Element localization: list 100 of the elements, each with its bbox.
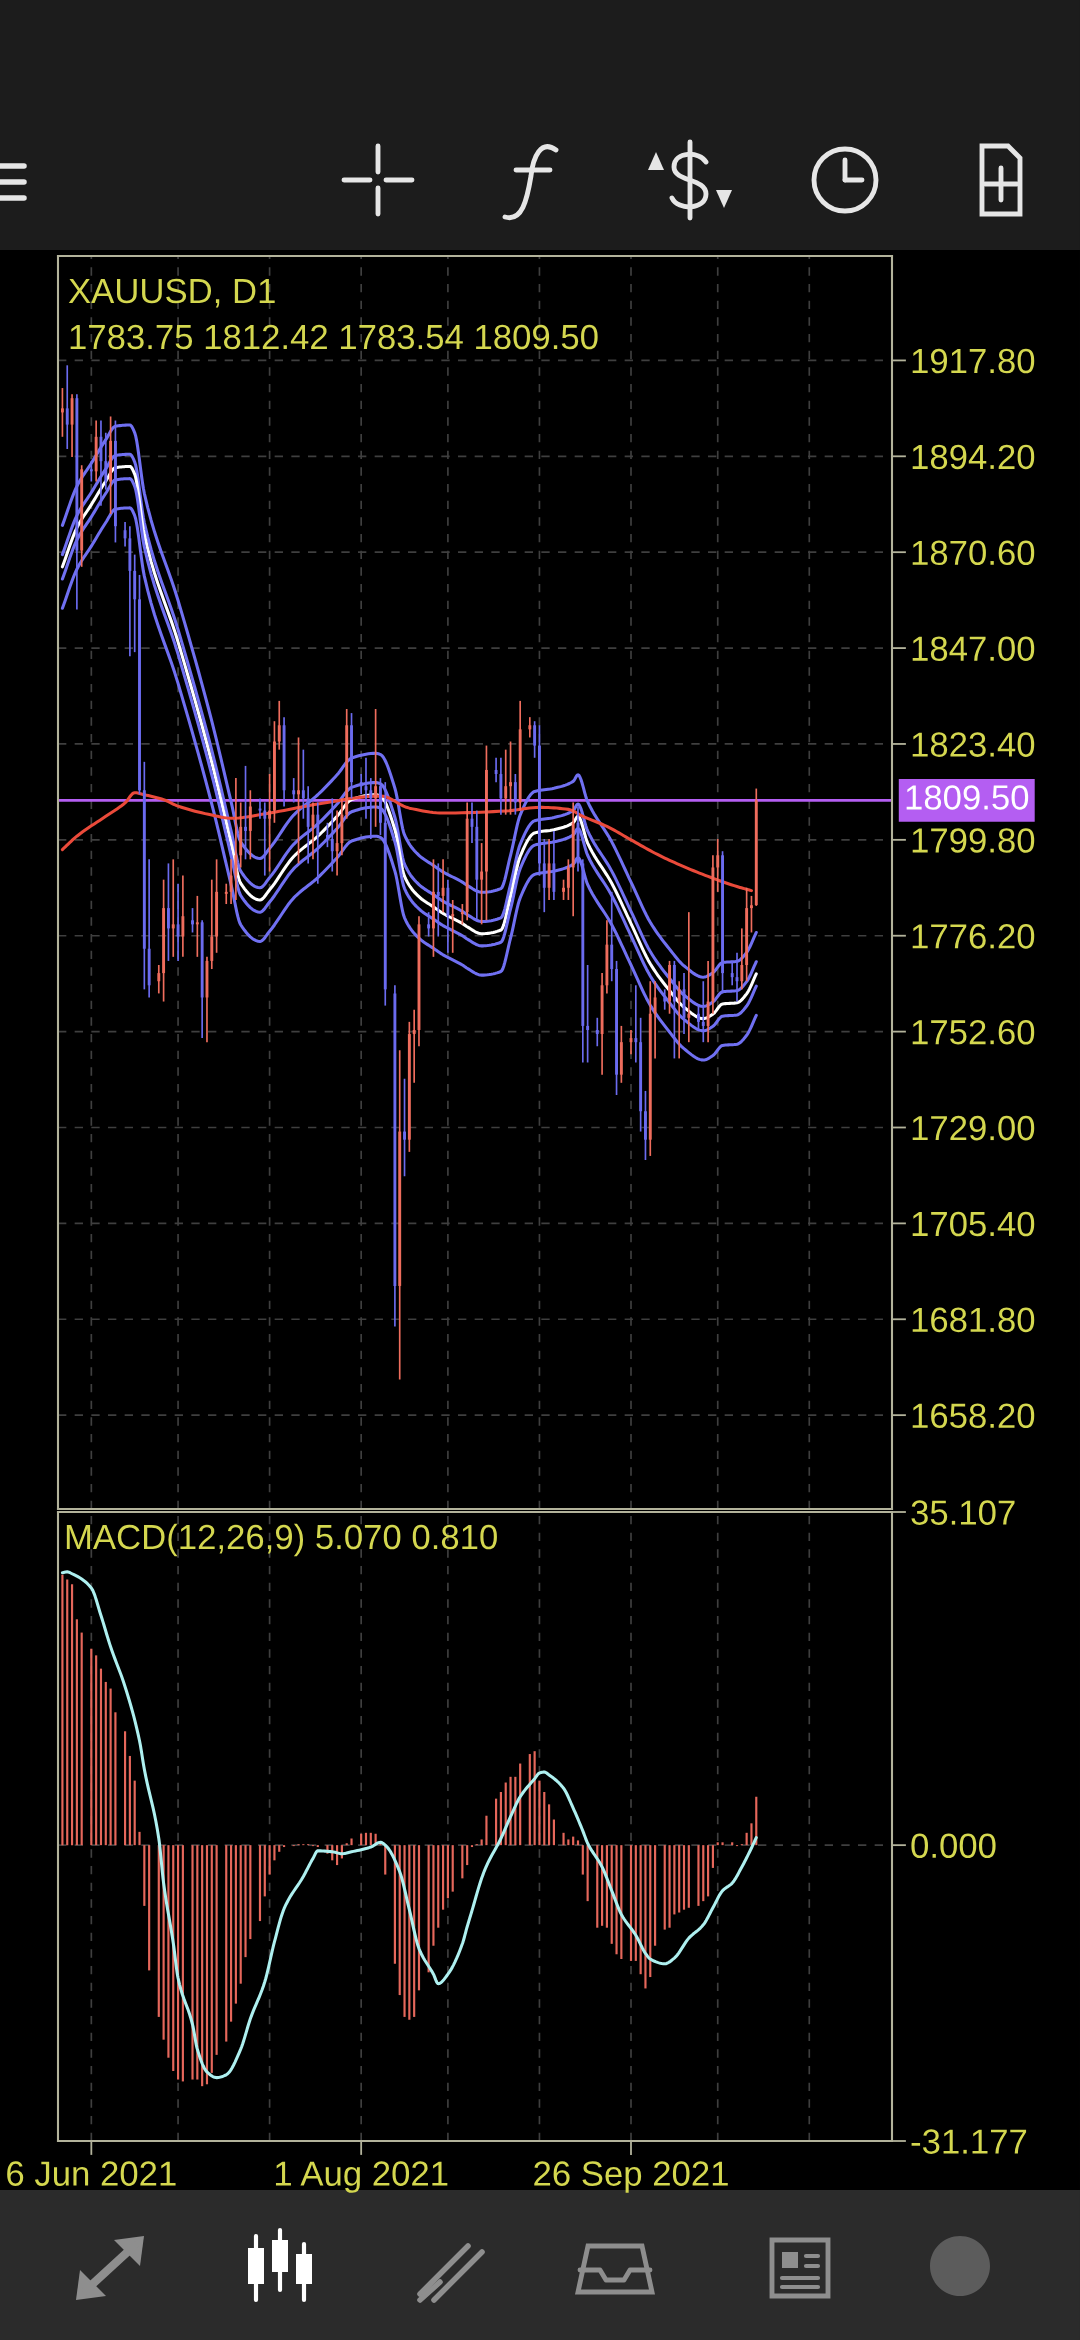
bar: [95, 1655, 98, 1846]
bar: [543, 1792, 546, 1846]
bar: [90, 1648, 93, 1846]
candlestick: [191, 907, 194, 934]
bar: [210, 1845, 213, 2073]
candlestick: [263, 801, 267, 877]
candlestick: [60, 387, 64, 438]
candlestick: [277, 700, 281, 751]
candlestick: [504, 748, 508, 816]
candlestick: [244, 765, 247, 861]
bar: [437, 1845, 440, 1928]
y-tick-label: -31.177: [911, 2129, 1027, 2154]
bar: [707, 1845, 710, 1897]
candlestick: [89, 460, 93, 483]
bar: [403, 1845, 406, 2017]
bar: [441, 1845, 445, 1910]
candlestick: [138, 574, 141, 796]
candlestick: [292, 777, 296, 804]
bar: [133, 1780, 136, 1846]
candlestick: [374, 708, 378, 828]
candlestick: [538, 724, 541, 877]
y-tick-label: 35.107: [911, 1500, 1015, 1525]
bar: [731, 1842, 734, 1846]
bar: [687, 1845, 690, 1908]
bar: [451, 1845, 454, 1892]
bar: [567, 1839, 570, 1846]
bar: [268, 1845, 271, 1875]
bar: [191, 1845, 194, 2080]
bar: [215, 1845, 218, 2055]
candlestick: [615, 960, 618, 1096]
bar: [244, 1845, 247, 1958]
bar: [109, 1688, 112, 1846]
candlestick: [436, 862, 440, 938]
bar: [99, 1668, 103, 1846]
candlestick: [195, 895, 199, 958]
bar: [678, 1845, 681, 1913]
y-tick-label: 1681.80: [912, 1307, 1035, 1333]
bar: [225, 1845, 228, 2042]
candlestick: [350, 712, 353, 800]
bar: [702, 1845, 705, 1902]
candlestick: [586, 964, 590, 1064]
bar: [461, 1845, 464, 1879]
bar: [263, 1845, 266, 1897]
candlestick: [740, 927, 744, 991]
bar: [485, 1815, 488, 1846]
candlestick: [369, 777, 373, 840]
candlestick: [460, 903, 464, 926]
candlestick: [677, 980, 681, 1060]
bar: [615, 1845, 618, 1955]
bar: [649, 1845, 652, 1978]
bar: [548, 1804, 551, 1846]
bar: [143, 1845, 146, 1906]
candlestick: [528, 716, 532, 739]
y-tick-label: 1847.00: [912, 636, 1035, 661]
bar: [138, 1831, 141, 1846]
bar: [234, 1845, 237, 2004]
bar: [104, 1681, 107, 1846]
candlestick: [403, 1077, 406, 1178]
candlestick: [533, 720, 537, 759]
bar: [581, 1845, 584, 1875]
candlestick: [224, 882, 228, 905]
bar: [644, 1845, 647, 1989]
y-tick-label: 1917.80: [912, 348, 1035, 374]
bar: [350, 1838, 353, 1846]
candlestick: [176, 882, 180, 962]
candlestick: [513, 773, 517, 816]
candlestick: [441, 858, 445, 913]
x-tick-label: 6 Jun 2021: [7, 2161, 176, 2186]
candlestick: [123, 521, 127, 548]
bar: [229, 1845, 233, 2022]
bar: [668, 1845, 671, 1928]
candlestick: [229, 858, 233, 905]
candlestick: [181, 874, 185, 958]
candlestick: [234, 777, 238, 901]
bar: [75, 1619, 78, 1846]
text: 1783.75 1812.42 1783.54 1809.50: [70, 324, 598, 350]
candlestick: [171, 858, 175, 958]
bar: [495, 1798, 498, 1846]
candlestick: [595, 1016, 599, 1048]
y-tick-label: 1729.00: [912, 1115, 1035, 1141]
candlestick: [432, 858, 435, 958]
y-tick-label: 0.000: [911, 1833, 996, 1859]
candlestick: [716, 838, 720, 893]
y-tick-label: 1705.40: [912, 1211, 1035, 1237]
candlestick: [427, 911, 431, 938]
candlestick: [412, 1008, 416, 1084]
bar: [654, 1845, 657, 1946]
y-tick-label: 1823.40: [912, 732, 1035, 757]
candlestick: [480, 842, 484, 926]
bar: [466, 1845, 469, 1866]
candlestick: [485, 744, 488, 922]
bar: [273, 1845, 276, 1861]
candlestick: [359, 773, 363, 796]
bar: [446, 1845, 449, 1899]
bar: [721, 1842, 724, 1846]
bar: [278, 1845, 281, 1852]
y-tick-label: 1870.60: [912, 540, 1035, 566]
candlestick: [653, 980, 657, 1060]
candlestick: [494, 756, 498, 783]
bar: [61, 1574, 64, 1846]
